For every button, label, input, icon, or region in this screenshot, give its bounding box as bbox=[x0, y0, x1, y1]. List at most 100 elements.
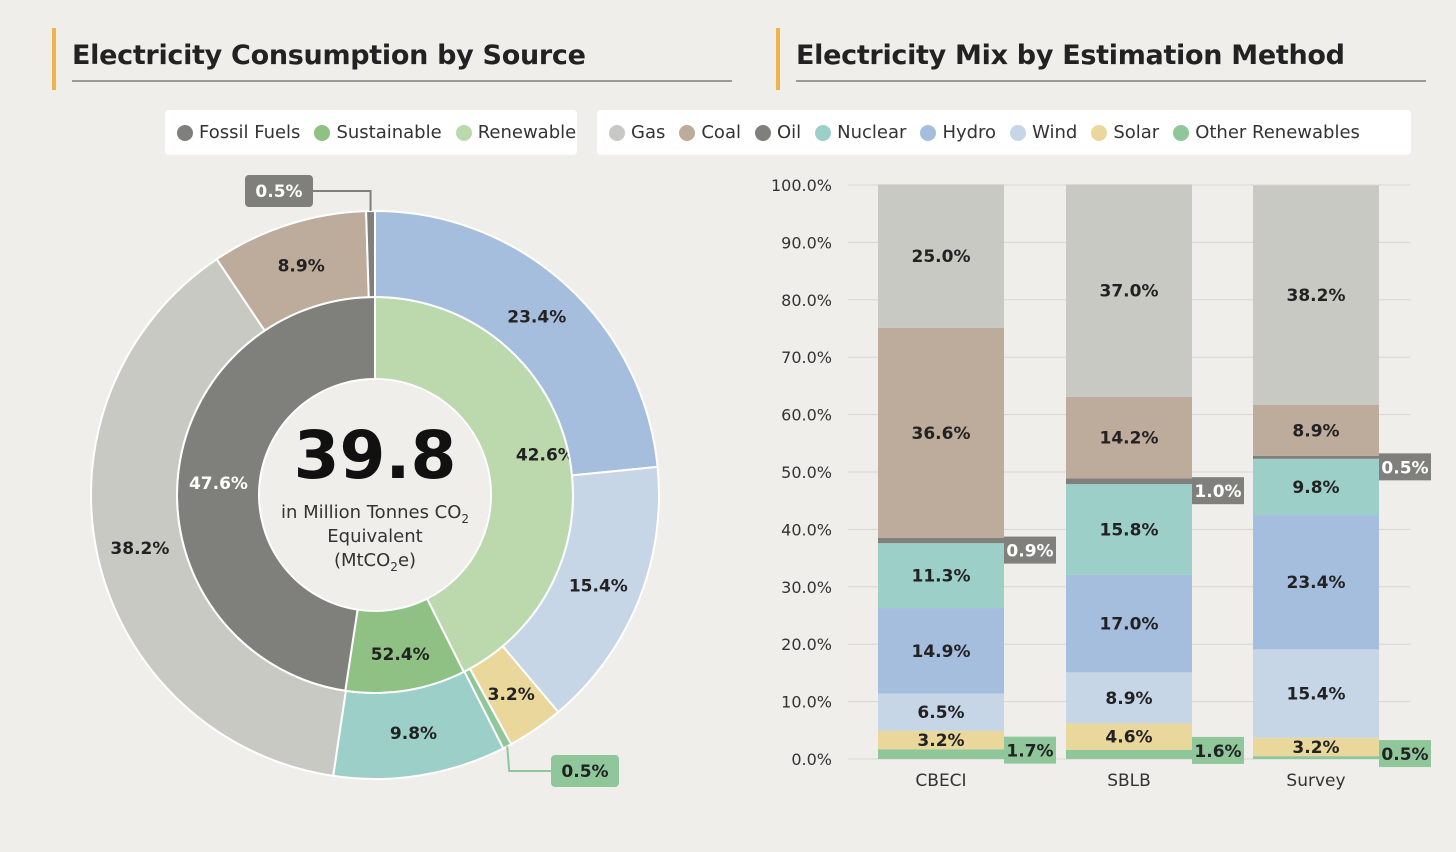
slice-outer-hydro bbox=[374, 209, 659, 477]
y-tick-label: 70.0% bbox=[781, 348, 832, 367]
legend-label: Renewable bbox=[477, 122, 577, 143]
bar-segment-sblb-oil bbox=[1066, 478, 1192, 485]
legend-swatch bbox=[455, 124, 472, 141]
legend-swatch bbox=[754, 124, 771, 141]
legend-label: Fossil Fuels bbox=[199, 122, 301, 143]
bar-segment-sblb-hydro bbox=[1066, 574, 1192, 673]
bar-label-survey-oil: 0.5% bbox=[1381, 458, 1428, 478]
bar-segment-cbeci-gas bbox=[878, 184, 1004, 328]
bar-segment-sblb-coal bbox=[1066, 396, 1192, 479]
bar-label-sblb-other-renewables: 1.6% bbox=[1194, 742, 1241, 762]
bar-segment-survey-wind bbox=[1253, 649, 1379, 738]
bar-segment-cbeci-coal bbox=[878, 327, 1004, 539]
bar-legend: Gas Coal Oil Nuclear Hydro Wind Solar Other Ren… bbox=[597, 110, 1411, 155]
title-rule bbox=[796, 80, 1426, 82]
y-tick-label: 80.0% bbox=[781, 291, 832, 310]
y-tick-label: 0.0% bbox=[791, 750, 832, 769]
legend-swatch bbox=[1010, 124, 1027, 141]
left-panel-title: Electricity Consumption by Source bbox=[52, 28, 732, 90]
slice-label-other-renewables: 0.5% bbox=[561, 762, 608, 782]
bar-segment-cbeci-wind bbox=[878, 693, 1004, 731]
bar-label-cbeci-oil: 0.9% bbox=[1006, 542, 1053, 562]
bar-label-survey-nuclear: 9.8% bbox=[1292, 478, 1339, 498]
legend-item-gas: Gas bbox=[609, 122, 665, 143]
bar-segment-survey-oil bbox=[1253, 455, 1379, 459]
legend-swatch bbox=[609, 124, 625, 141]
slice-label-inner-fossil-fuels: 47.6% bbox=[189, 474, 248, 494]
center-hole bbox=[260, 380, 490, 610]
bar-segment-survey-other-renewables bbox=[1253, 756, 1379, 759]
legend-swatch bbox=[177, 124, 193, 141]
slice-label-outer-solar: 3.2% bbox=[488, 685, 535, 705]
bar-label-cbeci-solar: 3.2% bbox=[917, 731, 964, 751]
x-category-label: Survey bbox=[1286, 771, 1345, 791]
legend-item-sustainable: Sustainable bbox=[314, 122, 442, 143]
bar-segment-survey-gas bbox=[1253, 185, 1379, 405]
donut-chart: 42.6% 52.4% 47.6% 23.4% 15.4% 3.2% 0.5% 9.8% 38.… bbox=[89, 175, 660, 787]
bar-segment-sblb-gas bbox=[1066, 184, 1192, 397]
bar-label-sblb-coal: 14.2% bbox=[1100, 429, 1159, 449]
legend-label: Hydro bbox=[942, 122, 997, 143]
legend-item-nuclear: Nuclear bbox=[815, 122, 906, 143]
bar-label-survey-gas: 38.2% bbox=[1287, 286, 1346, 306]
bar-label-cbeci-wind: 6.5% bbox=[917, 703, 964, 723]
chart-title: Electricity Mix by Estimation Method bbox=[796, 40, 1345, 71]
donut-legend: Fossil Fuels Sustainable Renewable bbox=[165, 110, 577, 155]
center-unit-line1: in Million Tonnes CO2 bbox=[281, 502, 469, 526]
bar-segment-cbeci-oil bbox=[878, 538, 1004, 544]
legend-item-hydro: Hydro bbox=[920, 122, 996, 143]
bar-label-survey-wind: 15.4% bbox=[1287, 685, 1346, 705]
slice-label-oil: 0.5% bbox=[255, 182, 302, 202]
legend-item-solar: Solar bbox=[1091, 122, 1159, 143]
legend-swatch bbox=[815, 124, 832, 141]
legend-label: Coal bbox=[701, 122, 741, 143]
y-tick-label: 20.0% bbox=[781, 635, 832, 654]
donut-center: 39.8 in Million Tonnes CO2 Equivalent (M… bbox=[260, 380, 490, 610]
bar-segment-survey-coal bbox=[1253, 404, 1379, 456]
bar-label-survey-other-renewables: 0.5% bbox=[1381, 745, 1428, 765]
bar-segment-sblb-other-renewables bbox=[1066, 749, 1192, 759]
side-badge-sblb-other-renewables bbox=[1192, 736, 1244, 764]
side-badge-sblb-oil bbox=[1192, 477, 1244, 505]
bar-label-sblb-oil: 1.0% bbox=[1194, 482, 1241, 502]
bar-label-sblb-gas: 37.0% bbox=[1100, 282, 1159, 302]
bar-segment-survey-solar bbox=[1253, 737, 1379, 757]
legend-swatch bbox=[679, 124, 696, 141]
bar-segment-sblb-nuclear bbox=[1066, 484, 1192, 575]
bar-label-cbeci-coal: 36.6% bbox=[912, 424, 971, 444]
legend-item-fossil-fuels: Fossil Fuels bbox=[177, 122, 300, 143]
legend-label: Sustainable bbox=[336, 122, 442, 143]
legend-swatch bbox=[920, 124, 937, 141]
center-unit-line3: (MtCO2e) bbox=[334, 550, 416, 574]
bar-segment-survey-nuclear bbox=[1253, 458, 1379, 516]
bar-label-cbeci-nuclear: 11.3% bbox=[912, 567, 971, 587]
bar-label-sblb-nuclear: 15.8% bbox=[1100, 520, 1159, 540]
slice-label-inner-sustainable: 52.4% bbox=[371, 645, 430, 665]
legend-swatch bbox=[1091, 124, 1108, 141]
slice-label-outer-coal: 8.9% bbox=[278, 257, 325, 277]
bar-label-cbeci-other-renewables: 1.7% bbox=[1006, 742, 1053, 762]
stacked-bar-chart: 0.0% 10.0% 20.0% 30.0% 40.0% 50.0% 60.0% 70.0% 8… bbox=[771, 176, 1431, 791]
y-tick-label: 50.0% bbox=[781, 463, 832, 482]
bar-segment-cbeci-nuclear bbox=[878, 543, 1004, 609]
page-title: Electricity Consumption by Source bbox=[72, 40, 586, 71]
slice-label-inner-renewable: 42.6% bbox=[516, 446, 575, 466]
y-tick-label: 30.0% bbox=[781, 578, 832, 597]
bar-segment-cbeci-other-renewables bbox=[878, 749, 1004, 759]
legend-label: Other Renewables bbox=[1195, 122, 1360, 143]
y-tick-label: 100.0% bbox=[771, 176, 832, 195]
slice-label-outer-hydro: 23.4% bbox=[507, 307, 566, 327]
legend-swatch bbox=[1173, 124, 1190, 141]
bar-segment-cbeci-solar bbox=[878, 730, 1004, 750]
legend-swatch bbox=[314, 124, 331, 141]
bar-segment-cbeci-hydro bbox=[878, 608, 1004, 694]
y-tick-label: 10.0% bbox=[781, 693, 832, 712]
center-value: 39.8 bbox=[294, 417, 457, 494]
bar-label-sblb-wind: 8.9% bbox=[1105, 689, 1152, 709]
bar-segment-sblb-wind bbox=[1066, 672, 1192, 724]
x-category-label: SBLB bbox=[1107, 771, 1151, 791]
bar-label-survey-solar: 3.2% bbox=[1292, 738, 1339, 758]
slice-outer-oil bbox=[365, 209, 376, 299]
legend-item-oil: Oil bbox=[754, 122, 801, 143]
